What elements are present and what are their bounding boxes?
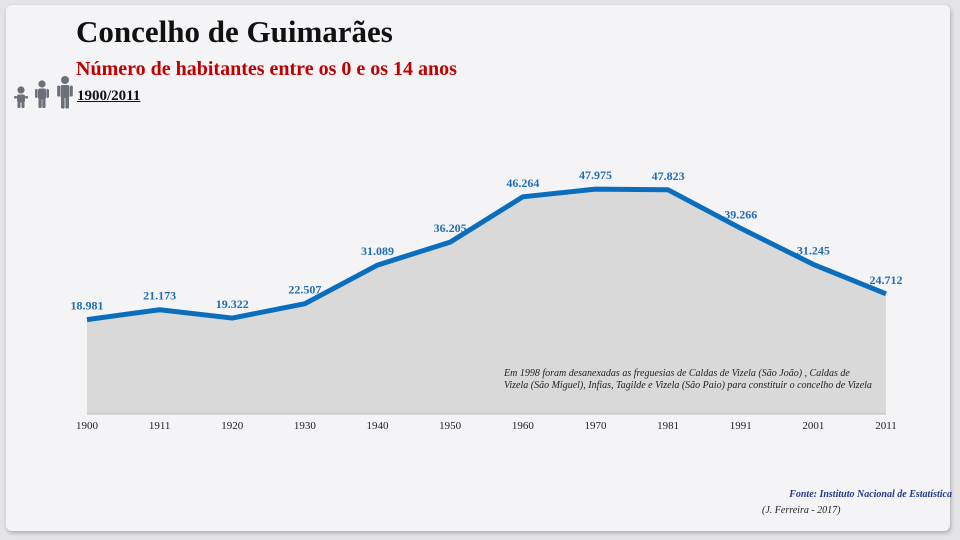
source-label: Fonte: Instituto Nacional de Estatística [789,489,952,500]
data-label: 21.173 [143,289,176,303]
period-label: 1900/2011 [77,88,141,104]
page-subtitle: Número de habitantes entre os 0 e os 14 … [76,58,457,80]
x-tick-label: 2011 [875,420,897,432]
chart-note: Em 1998 foram desanexadas as freguesias … [504,368,872,391]
page-title: Concelho de Guimarães [76,14,393,49]
x-tick-label: 1940 [367,420,390,432]
data-label: 47.975 [579,168,612,182]
data-label: 22.507 [288,283,321,297]
x-tick-label: 1920 [221,420,244,432]
x-tick-label: 1911 [149,420,171,432]
data-label: 24.712 [870,273,903,287]
x-tick-label: 1930 [294,420,317,432]
x-tick-label: 1991 [730,420,752,432]
data-label: 19.322 [216,297,249,311]
data-label: 36.205 [434,221,467,235]
people-icon [14,76,73,109]
x-tick-label: 2001 [802,420,824,432]
data-label: 46.264 [506,176,539,190]
baby-icon [14,86,28,108]
data-label: 31.089 [361,244,394,258]
area-fill [87,189,886,414]
data-label: 39.266 [724,207,757,221]
author-label: (J. Ferreira - 2017) [762,505,841,516]
x-tick-label: 1981 [657,420,679,432]
x-tick-label: 1900 [76,420,99,432]
x-tick-label: 1960 [512,420,535,432]
data-label: 18.981 [71,299,104,313]
child-icon [35,80,49,108]
adult-icon [57,76,73,109]
data-label: 31.245 [797,243,830,257]
x-tick-label: 1950 [439,420,462,432]
x-tick-label: 1970 [584,420,607,432]
data-label: 47.823 [652,169,685,183]
series-line [86,186,887,323]
